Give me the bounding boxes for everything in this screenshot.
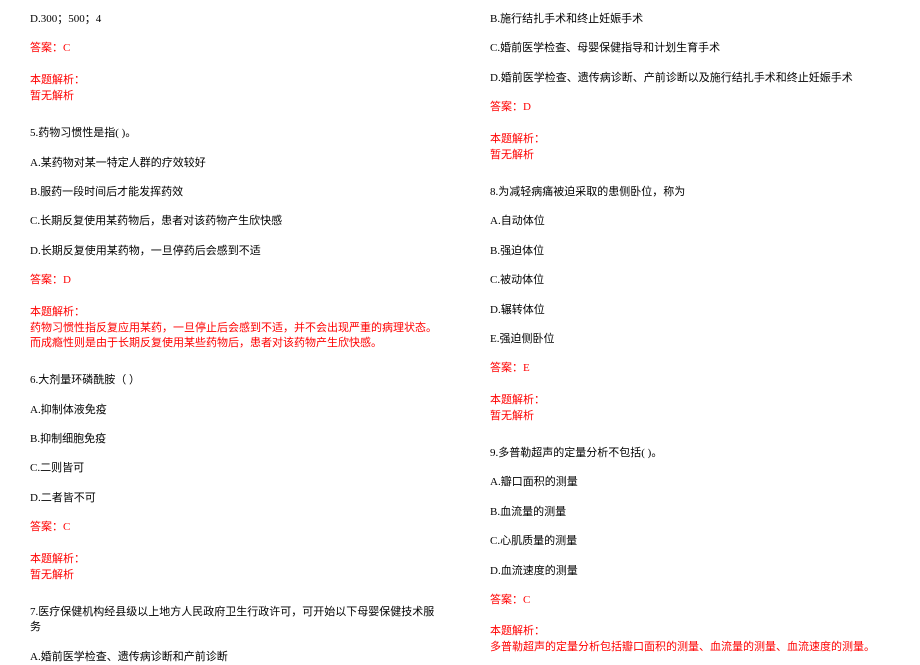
- q5-option-d: D.长期反复使用某药物，一旦停药后会感到不适: [30, 244, 440, 259]
- q7-option-b: B.施行结扎手术和终止妊娠手术: [490, 12, 900, 27]
- q6-option-b: B.抑制细胞免疫: [30, 432, 440, 447]
- q8-expl-text: 暂无解析: [490, 409, 900, 424]
- q9-expl-label: 本题解析：: [490, 622, 900, 638]
- q6-expl-label: 本题解析：: [30, 550, 440, 566]
- q9-option-d: D.血流速度的测量: [490, 564, 900, 579]
- q5-stem: 5.药物习惯性是指( )。: [30, 126, 440, 141]
- q7-expl-text: 暂无解析: [490, 148, 900, 163]
- q4-option-d: D.300；500；4: [30, 12, 440, 27]
- q4-expl-text: 暂无解析: [30, 89, 440, 104]
- q4-expl-label: 本题解析：: [30, 71, 440, 87]
- q9-option-c: C.心肌质量的测量: [490, 534, 900, 549]
- q7-answer: 答案：D: [490, 100, 900, 115]
- q5-answer: 答案：D: [30, 273, 440, 288]
- q7-expl-label: 本题解析：: [490, 130, 900, 146]
- q8-option-e: E.强迫侧卧位: [490, 332, 900, 347]
- q8-option-a: A.自动体位: [490, 214, 900, 229]
- q5-option-c: C.长期反复使用某药物后，患者对该药物产生欣快感: [30, 214, 440, 229]
- page-container: D.300；500；4 答案：C 本题解析： 暂无解析 5.药物习惯性是指( )…: [0, 0, 920, 651]
- q8-option-c: C.被动体位: [490, 273, 900, 288]
- q7-option-d: D.婚前医学检查、遗传病诊断、产前诊断以及施行结扎手术和终止妊娠手术: [490, 71, 900, 86]
- q6-option-a: A.抑制体液免疫: [30, 403, 440, 418]
- q8-stem: 8.为减轻病痛被迫采取的患侧卧位，称为: [490, 185, 900, 200]
- q4-answer: 答案：C: [30, 41, 440, 56]
- q5-expl-label: 本题解析：: [30, 303, 440, 319]
- q7-option-a: A.婚前医学检查、遗传病诊断和产前诊断: [30, 650, 440, 665]
- q5-option-b: B.服药一段时间后才能发挥药效: [30, 185, 440, 200]
- q9-expl-text: 多普勒超声的定量分析包括瓣口面积的测量、血流量的测量、血流速度的测量。: [490, 640, 900, 655]
- left-column: D.300；500；4 答案：C 本题解析： 暂无解析 5.药物习惯性是指( )…: [0, 0, 460, 651]
- q9-answer: 答案：C: [490, 593, 900, 608]
- right-column: B.施行结扎手术和终止妊娠手术 C.婚前医学检查、母婴保健指导和计划生育手术 D…: [460, 0, 920, 651]
- q6-option-c: C.二则皆可: [30, 461, 440, 476]
- q8-expl-label: 本题解析：: [490, 391, 900, 407]
- q6-expl-text: 暂无解析: [30, 568, 440, 583]
- q9-option-b: B.血流量的测量: [490, 505, 900, 520]
- q5-option-a: A.某药物对某一特定人群的疗效较好: [30, 156, 440, 171]
- q6-stem: 6.大剂量环磷酰胺（ ）: [30, 373, 440, 388]
- q9-option-a: A.瓣口面积的测量: [490, 475, 900, 490]
- q6-option-d: D.二者皆不可: [30, 491, 440, 506]
- q8-answer: 答案：E: [490, 361, 900, 376]
- q5-expl-text: 药物习惯性指反复应用某药，一旦停止后会感到不适，并不会出现严重的病理状态。而成瘾…: [30, 321, 440, 352]
- q6-answer: 答案：C: [30, 520, 440, 535]
- q9-stem: 9.多普勒超声的定量分析不包括( )。: [490, 446, 900, 461]
- q7-stem: 7.医疗保健机构经县级以上地方人民政府卫生行政许可，可开始以下母婴保健技术服务: [30, 605, 440, 636]
- q8-option-d: D.辗转体位: [490, 303, 900, 318]
- q7-option-c: C.婚前医学检查、母婴保健指导和计划生育手术: [490, 41, 900, 56]
- q8-option-b: B.强迫体位: [490, 244, 900, 259]
